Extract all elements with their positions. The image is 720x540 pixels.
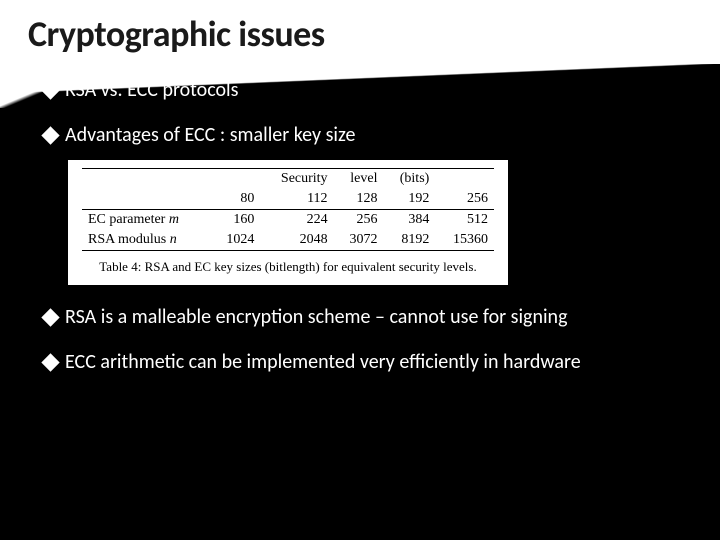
table-cell: 3072: [334, 230, 384, 251]
bullet-text: RSA vs. ECC protocols: [65, 78, 686, 103]
table-row-label: EC parameter m: [82, 210, 210, 231]
table-header-label: (bits): [383, 169, 435, 190]
table-cell: 15360: [435, 230, 494, 251]
bullet-text: Advantages of ECC : smaller key size: [65, 123, 686, 148]
table-cell: 512: [435, 210, 494, 231]
row-label-prefix: EC parameter: [88, 212, 169, 227]
table-cell: 160: [210, 210, 260, 231]
row-label-var: n: [170, 232, 177, 247]
bullet-text: ECC arithmetic can be implemented very e…: [65, 350, 686, 375]
bullet-item: RSA vs. ECC protocols: [44, 78, 686, 103]
table-cell: 224: [260, 210, 333, 231]
table-cell: 80: [210, 189, 260, 210]
bullet-item: ECC arithmetic can be implemented very e…: [44, 350, 686, 375]
table-cell: 112: [260, 189, 333, 210]
table-cell: 8192: [383, 230, 435, 251]
table-cell: 1024: [210, 230, 260, 251]
table-row-label: RSA modulus n: [82, 230, 210, 251]
row-label-var: m: [169, 212, 179, 227]
bullet-item: Advantages of ECC : smaller key size: [44, 123, 686, 148]
table-cell: 256: [334, 210, 384, 231]
bullet-text: RSA is a malleable encryption scheme – c…: [65, 305, 686, 330]
diamond-bullet-icon: [41, 81, 59, 99]
diamond-bullet-icon: [41, 126, 59, 144]
table-row: RSA modulus n 1024 2048 3072 8192 15360: [82, 230, 494, 251]
keysize-table-panel: Security level (bits) 80 112 128 192 256…: [68, 160, 508, 285]
diamond-bullet-icon: [41, 308, 59, 326]
table-cell: 384: [383, 210, 435, 231]
table-header-blank: [82, 169, 210, 190]
table-header-blank: [210, 169, 260, 190]
table-cell: [82, 189, 210, 210]
table-header-row: Security level (bits): [82, 169, 494, 190]
table-cell: 192: [383, 189, 435, 210]
table-header-blank: [435, 169, 494, 190]
table-row: EC parameter m 160 224 256 384 512: [82, 210, 494, 231]
row-label-prefix: RSA modulus: [88, 232, 170, 247]
title-bar: Cryptographic issues: [0, 0, 720, 64]
bullet-item: RSA is a malleable encryption scheme – c…: [44, 305, 686, 330]
table-cell: 256: [435, 189, 494, 210]
slide-content: RSA vs. ECC protocols Advantages of ECC …: [0, 64, 720, 375]
table-caption: Table 4: RSA and EC key sizes (bitlength…: [82, 259, 494, 275]
keysize-table: Security level (bits) 80 112 128 192 256…: [82, 168, 494, 251]
table-header-label: level: [334, 169, 384, 190]
table-columns-row: 80 112 128 192 256: [82, 189, 494, 210]
table-header-label: Security: [260, 169, 333, 190]
slide-title: Cryptographic issues: [28, 12, 692, 56]
table-cell: 128: [334, 189, 384, 210]
table-cell: 2048: [260, 230, 333, 251]
diamond-bullet-icon: [41, 353, 59, 371]
